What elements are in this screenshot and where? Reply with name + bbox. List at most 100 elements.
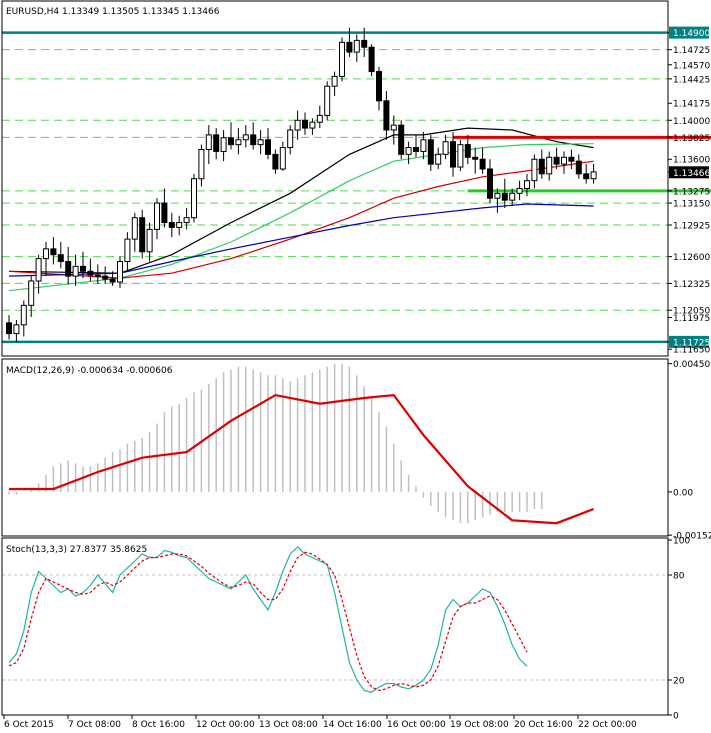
price-label: 1.14725: [673, 46, 710, 56]
candle-body: [6, 322, 12, 335]
price-label: 1.12600: [673, 253, 710, 263]
price-label: 1.12925: [673, 221, 710, 231]
stoch-line: [8, 546, 528, 693]
price-label: 1.13825: [673, 134, 710, 144]
candle-body: [346, 41, 353, 53]
candle-body: [80, 265, 86, 272]
candle-body: [287, 129, 294, 149]
price-label: 1.14000: [673, 117, 710, 127]
price-label: 1.12325: [673, 280, 710, 290]
candle-body: [568, 156, 575, 162]
candle-body: [553, 156, 560, 165]
candle-body: [124, 238, 131, 263]
candle-body: [464, 144, 471, 158]
candle-body: [131, 217, 138, 240]
price-label: 1.13150: [673, 200, 710, 210]
candle-body: [168, 222, 175, 228]
stoch-axis-label: 20: [673, 677, 685, 687]
candle-body: [324, 85, 331, 116]
candle-body: [57, 254, 64, 263]
macd-pane[interactable]: [8, 363, 594, 525]
candle-body: [413, 147, 419, 152]
candle-body: [205, 134, 212, 150]
candle-body: [198, 148, 205, 180]
candle-body: [398, 124, 405, 155]
candle-body: [442, 141, 449, 155]
macd-axis: 0.004507 0.00 -0.00152: [668, 360, 711, 542]
candle-body: [361, 39, 368, 48]
candle-body: [265, 139, 271, 155]
time-axis-label: 20 Oct 16:00: [514, 720, 573, 730]
candle-body: [457, 144, 464, 168]
time-axis-label: 16 Oct 00:00: [387, 720, 446, 730]
price-label: 1.11650: [673, 346, 710, 356]
candle-body: [316, 114, 323, 123]
time-axis: 6 Oct 2015 7 Oct 08:00 8 Oct 16:00 12 Oct 0…: [3, 715, 637, 730]
candle-body: [146, 228, 153, 253]
time-axis-label: 19 Oct 08:00: [450, 720, 509, 730]
price-label: 1.14900: [673, 29, 710, 39]
time-axis-label: 6 Oct 2015: [4, 720, 54, 730]
candle-body: [294, 119, 301, 131]
candle-body: [65, 261, 72, 277]
candle-body: [161, 202, 168, 224]
time-axis-label: 12 Oct 00:00: [196, 720, 255, 730]
candle-body: [390, 124, 397, 131]
candle-body: [405, 147, 412, 155]
candle-body: [546, 156, 553, 175]
macd-signal-line: [9, 393, 594, 525]
price-label-box: [669, 335, 709, 348]
macd-axis-label: 0.00: [673, 488, 693, 498]
time-axis-label: 8 Oct 16:00: [132, 720, 185, 730]
stoch-title: Stoch(13,3,3) 27.8377 35.8625: [6, 545, 147, 555]
candle-body: [427, 139, 434, 165]
price-label-box: [669, 166, 709, 179]
candle-body: [583, 173, 590, 180]
candle-body: [509, 192, 516, 201]
candle-body: [272, 153, 279, 170]
candle-body: [250, 134, 257, 146]
candle-body: [561, 156, 567, 165]
candle-body: [102, 275, 109, 280]
price-label-box: [669, 26, 709, 39]
candle-body: [331, 75, 338, 87]
candle-body: [43, 248, 49, 260]
candle-body: [368, 46, 375, 73]
candle-body: [538, 158, 545, 175]
candle-body: [13, 324, 20, 335]
candle-body: [257, 139, 264, 146]
price-pane[interactable]: [2, 27, 711, 344]
macd-title: MACD(12,26,9) -0.000634 -0.000606: [6, 366, 173, 376]
macd-axis-label: -0.00152: [673, 532, 711, 542]
candle-body: [94, 274, 101, 277]
price-label: 1.14175: [673, 100, 710, 110]
candle-body: [376, 71, 382, 102]
stoch-pane[interactable]: [2, 546, 668, 693]
price-label: 1.13466: [673, 169, 710, 179]
candle-body: [472, 156, 479, 160]
time-axis-label: 13 Oct 08:00: [259, 720, 318, 730]
candle-body: [50, 248, 57, 256]
candle-body: [235, 139, 242, 146]
candle-body: [590, 171, 597, 180]
stoch-pane-border: [1, 537, 669, 716]
candle-body: [35, 258, 42, 282]
moving-average-line: [8, 160, 594, 279]
candle-body: [501, 192, 508, 201]
candle-body: [309, 121, 316, 129]
candle-body: [302, 119, 308, 129]
candle-body: [524, 180, 530, 189]
time-axis-label: 14 Oct 16:00: [323, 720, 382, 730]
candle-body: [487, 168, 493, 199]
candle-body: [139, 217, 146, 253]
price-label: 1.13600: [673, 156, 710, 166]
candle-body: [20, 304, 27, 326]
candle-body: [28, 280, 35, 306]
price-label: 1.14425: [673, 75, 710, 85]
price-label: 1.14570: [673, 61, 710, 71]
candle-body: [72, 265, 79, 277]
candle-body: [109, 278, 116, 283]
candle-body: [353, 39, 360, 53]
candle-body: [176, 222, 183, 228]
